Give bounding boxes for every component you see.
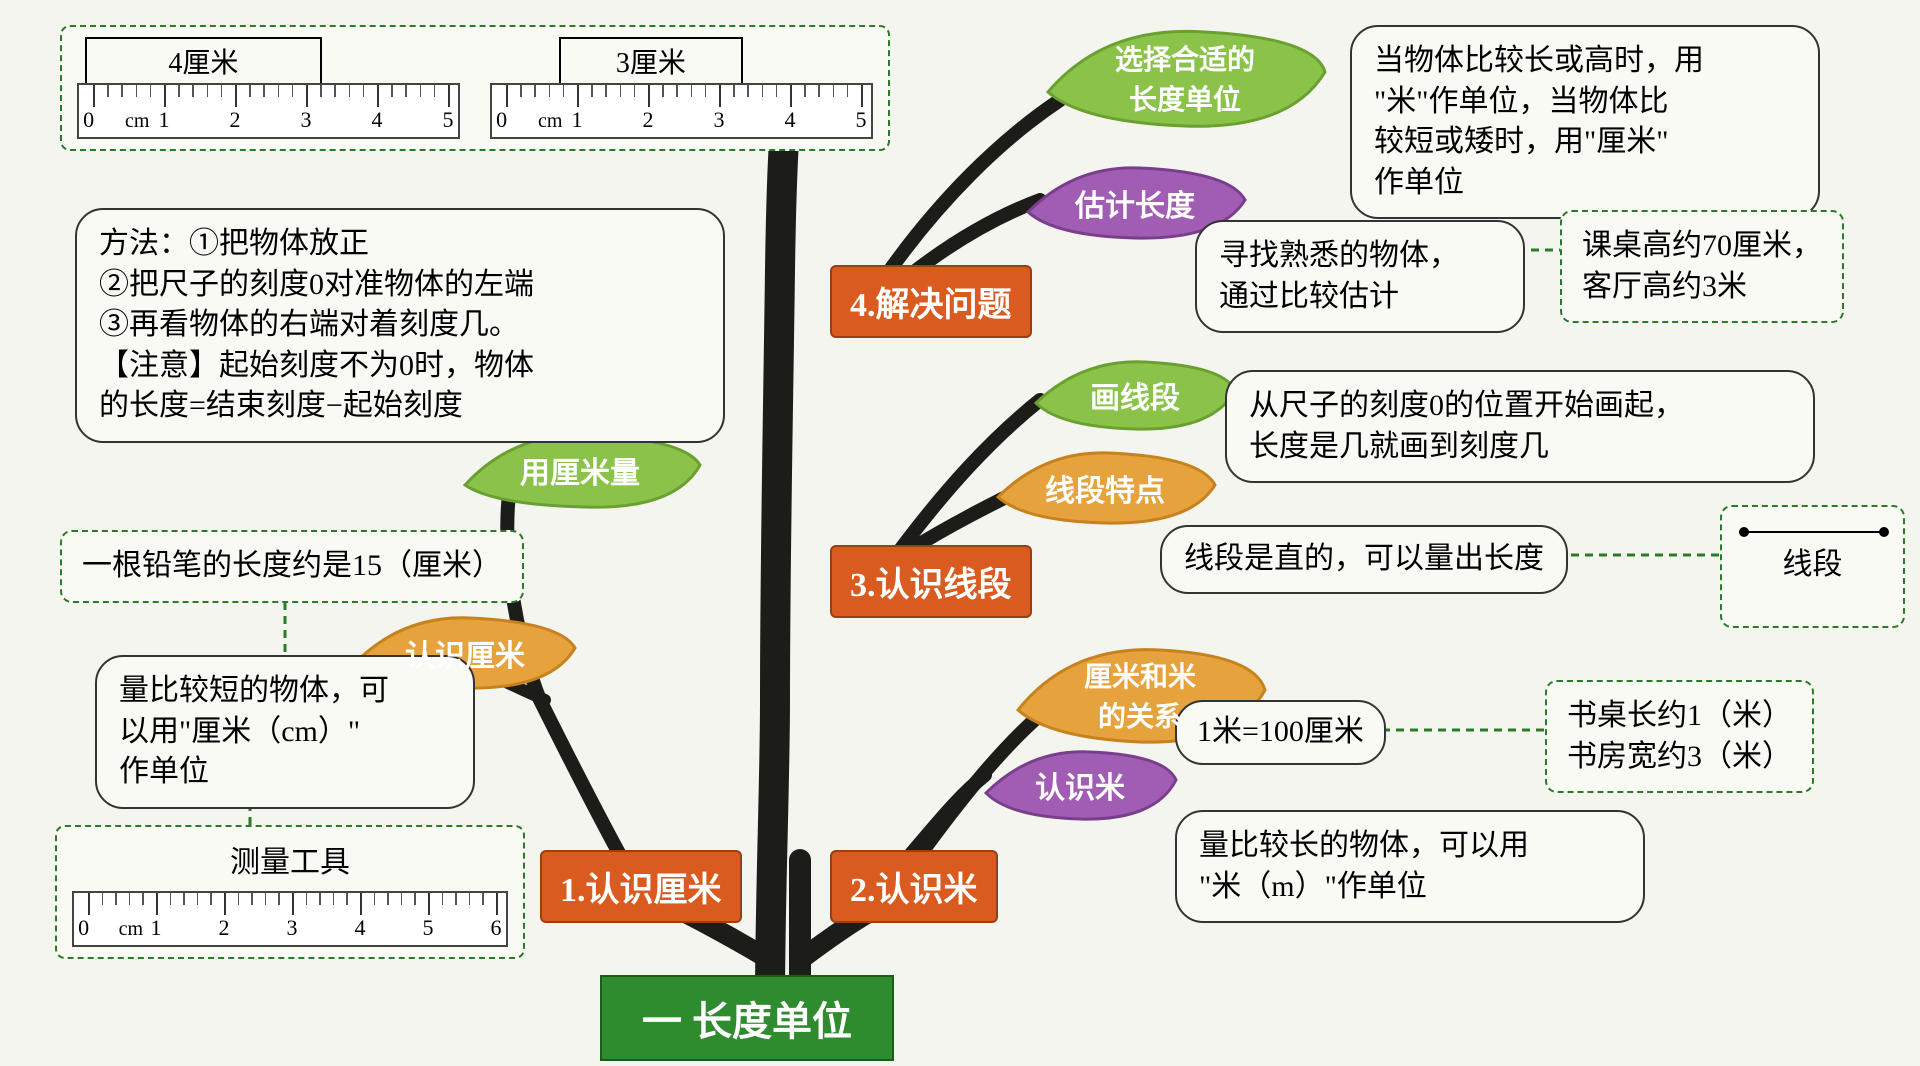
leaf-line-feature: 线段特点 [990, 445, 1220, 530]
leaf-measure-cm-label: 用厘米量 [520, 448, 640, 492]
ruler-top: 4厘米 012345cm 3厘米 012345cm [60, 25, 890, 151]
leaf-know-m: 认识米 [980, 745, 1180, 825]
note-estimate-example-text: 课桌高约70厘米， 客厅高约3米 [1582, 229, 1822, 303]
leaf-estimate-label: 估计长度 [1075, 181, 1195, 225]
ruler-bottom-title: 测量工具 [72, 837, 508, 881]
topic-2-label: 2.认识米 [850, 872, 978, 909]
ruler-bottom: 测量工具 0123456cm [55, 825, 525, 959]
topic-1: 1.认识厘米 [540, 850, 742, 923]
bubble-long-obj: 量比较长的物体，可以用 "米（m）"作单位 [1175, 810, 1645, 923]
leaf-know-cm-label: 认识厘米 [405, 631, 525, 675]
bubble-estimate-text: 寻找熟悉的物体， 通过比较估计 [1219, 239, 1459, 313]
leaf-draw-line-label: 画线段 [1090, 373, 1180, 417]
bubble-choose-unit: 当物体比较长或高时，用 "米"作单位，当物体比 较短或矮时，用"厘米" 作单位 [1350, 25, 1820, 219]
bubble-choose-unit-text: 当物体比较长或高时，用 "米"作单位，当物体比 较短或矮时，用"厘米" 作单位 [1374, 44, 1704, 199]
leaf-draw-line: 画线段 [1030, 355, 1240, 435]
leaf-choose-unit: 选择合适的 长度单位 [1040, 20, 1330, 135]
topic-3: 3.认识线段 [830, 545, 1032, 618]
note-pencil-text: 一根铅笔的长度约是15（厘米） [82, 549, 502, 582]
ruler-top-right: 012345cm [490, 83, 873, 139]
leaf-line-feature-label: 线段特点 [1045, 466, 1165, 510]
note-pencil: 一根铅笔的长度约是15（厘米） [60, 530, 524, 603]
root-title-text: 一 长度单位 [642, 999, 852, 1044]
note-desk-text: 书桌长约1（米） 书房宽约3（米） [1567, 699, 1792, 773]
leaf-choose-unit-label: 选择合适的 长度单位 [1115, 38, 1255, 118]
topic-4: 4.解决问题 [830, 265, 1032, 338]
bubble-draw-line-text: 从尺子的刻度0的位置开始画起， 长度是几就画到刻度几 [1249, 389, 1684, 463]
bubble-relation-text: 1米=100厘米 [1197, 715, 1364, 748]
bubble-short-obj: 量比较短的物体，可 以用"厘米（cm）" 作单位 [95, 655, 475, 809]
leaf-cm-m-relation-label: 厘米和米 的关系 [1084, 655, 1196, 735]
topic-2: 2.认识米 [830, 850, 998, 923]
topic-1-label: 1.认识厘米 [560, 872, 722, 909]
bubble-relation: 1米=100厘米 [1175, 700, 1386, 765]
bubble-draw-line: 从尺子的刻度0的位置开始画起， 长度是几就画到刻度几 [1225, 370, 1815, 483]
bubble-method-text: 方法：①把物体放正 ②把尺子的刻度0对准物体的左端 ③再看物体的右端对着刻度几。… [99, 227, 534, 422]
bubble-line-feature-text: 线段是直的，可以量出长度 [1184, 542, 1544, 575]
ruler-bottom-scale: 0123456cm [72, 891, 508, 947]
ruler-top-left: 012345cm [77, 83, 460, 139]
root-title: 一 长度单位 [600, 975, 894, 1061]
note-desk: 书桌长约1（米） 书房宽约3（米） [1545, 680, 1814, 793]
ruler-top-left-label: 4厘米 [85, 37, 322, 83]
bubble-line-feature: 线段是直的，可以量出长度 [1160, 525, 1568, 594]
note-segment: 线段 [1720, 505, 1905, 628]
ruler-top-right-label: 3厘米 [559, 37, 743, 83]
topic-4-label: 4.解决问题 [850, 287, 1012, 324]
leaf-know-m-label: 认识米 [1035, 763, 1125, 807]
note-estimate-example: 课桌高约70厘米， 客厅高约3米 [1560, 210, 1844, 323]
topic-3-label: 3.认识线段 [850, 567, 1012, 604]
bubble-long-obj-text: 量比较长的物体，可以用 "米（m）"作单位 [1199, 829, 1529, 903]
bubble-short-obj-text: 量比较短的物体，可 以用"厘米（cm）" 作单位 [119, 674, 389, 788]
note-segment-text: 线段 [1734, 545, 1891, 586]
bubble-estimate: 寻找熟悉的物体， 通过比较估计 [1195, 220, 1525, 333]
bubble-method: 方法：①把物体放正 ②把尺子的刻度0对准物体的左端 ③再看物体的右端对着刻度几。… [75, 208, 725, 443]
